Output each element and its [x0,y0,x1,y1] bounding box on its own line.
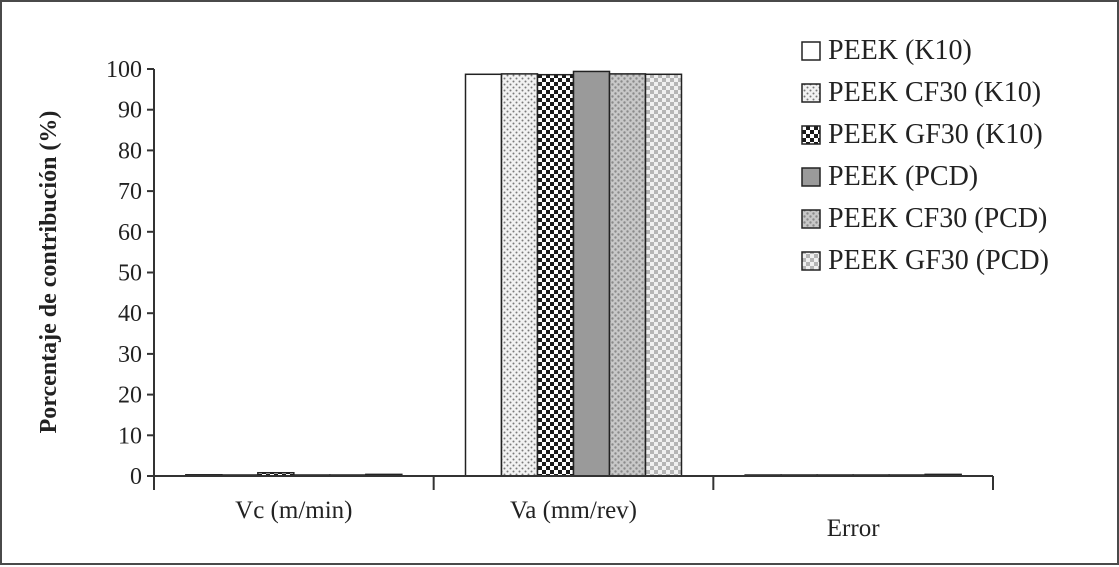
legend: PEEK (K10) PEEK CF30 (K10) PEEK GF30 (K10)… [801,35,1049,276]
x-tick-label: Error [827,515,880,542]
legend-label: PEEK (K10) [828,35,972,66]
legend-label: PEEK GF30 (PCD) [828,245,1049,276]
bar [536,73,575,477]
legend-label: PEEK CF30 (K10) [828,77,1041,108]
y-tick-label: 60 [118,220,142,246]
bar [464,73,503,477]
y-tick-label: 40 [118,301,142,327]
y-tick-label: 20 [118,383,142,409]
y-tick-label: 100 [106,57,142,83]
bar [572,70,611,477]
y-tick-label: 70 [118,179,142,205]
legend-swatch [801,41,821,61]
legend-label: PEEK (PCD) [828,161,978,192]
legend-label: PEEK CF30 (PCD) [828,203,1047,234]
y-tick-label: 10 [118,423,142,449]
y-axis-label: Porcentaje de contribución (%) [36,111,62,434]
legend-swatch [801,83,821,103]
y-tick-label: 80 [118,138,142,164]
y-tick-label: 0 [130,464,142,490]
legend-swatch [801,209,821,229]
y-tick-label: 50 [118,261,142,287]
legend-label: PEEK GF30 (K10) [828,119,1043,150]
legend-swatch [801,125,821,145]
bar [644,73,683,477]
bar [500,73,539,477]
legend-swatch [801,251,821,271]
y-tick-label: 30 [118,342,142,368]
x-tick-label: Va (mm/rev) [510,497,637,524]
axes-layer: 0 10 20 30 40 50 60 70 80 90 100 Vc (m/min) Va (mm/r… [106,57,994,542]
x-tick-label: Vc (m/min) [235,497,352,524]
bars-layer [185,70,962,477]
y-tick-label: 90 [118,98,142,124]
legend-swatch [801,167,821,187]
bar [608,73,647,477]
